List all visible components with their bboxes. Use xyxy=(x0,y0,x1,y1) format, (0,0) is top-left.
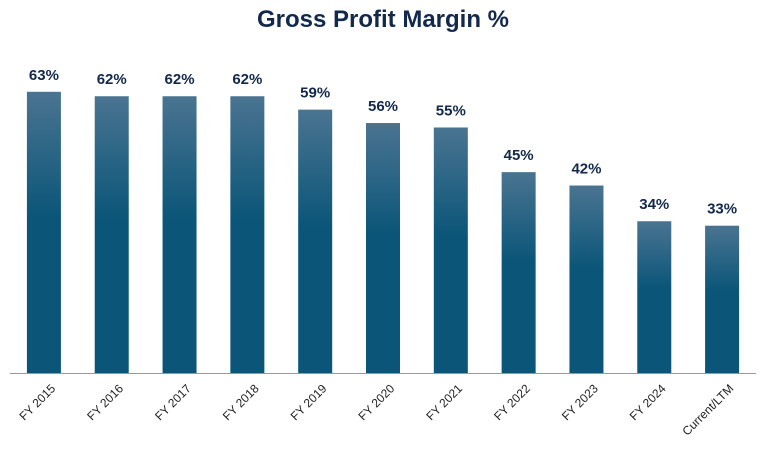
data-label: 59% xyxy=(300,85,330,102)
x-tick-label: FY 2015 xyxy=(16,381,58,423)
data-label: 63% xyxy=(29,67,59,84)
bar-fy-2020 xyxy=(366,123,400,373)
data-label: 62% xyxy=(97,71,127,88)
bar-fy-2023 xyxy=(569,185,604,373)
bar-fy-2017 xyxy=(162,96,197,374)
data-label: 33% xyxy=(707,201,737,218)
x-tick-label: FY 2016 xyxy=(84,381,126,423)
data-label: 42% xyxy=(571,161,601,178)
x-tick-label: FY 2024 xyxy=(627,381,669,423)
data-label: 56% xyxy=(368,98,398,115)
bar-fy-2019 xyxy=(298,109,333,373)
x-tick-label: FY 2022 xyxy=(491,381,533,423)
bar-fy-2018 xyxy=(230,96,265,374)
x-tick-label: FY 2021 xyxy=(423,381,465,423)
data-label: 34% xyxy=(639,196,669,213)
x-tick-label: FY 2020 xyxy=(356,381,398,423)
x-tick-label: FY 2023 xyxy=(559,381,601,423)
x-tick-label: FY 2017 xyxy=(152,381,194,423)
data-label: 62% xyxy=(232,71,262,88)
bar-fy-2022 xyxy=(501,172,536,373)
x-tick-labels-group: FY 2015 FY 2016 FY 2017 FY 2018 FY 2019 FY 20… xyxy=(16,381,736,438)
bar-current-ltm xyxy=(705,225,740,373)
data-label: 45% xyxy=(504,147,534,164)
data-label: 62% xyxy=(165,71,195,88)
chart-title: Gross Profit Margin % xyxy=(256,6,510,33)
data-label: 55% xyxy=(436,102,466,119)
bars-group xyxy=(26,91,740,374)
bar-fy-2024 xyxy=(637,221,672,373)
x-tick-label: Current/LTM xyxy=(680,381,737,438)
x-tick-label: FY 2019 xyxy=(288,381,330,423)
bar-fy-2021 xyxy=(433,127,468,373)
x-tick-label: FY 2018 xyxy=(220,381,262,423)
bar-fy-2015 xyxy=(26,91,61,374)
bar-fy-2016 xyxy=(94,96,129,374)
data-labels-group: 63% 62% 62% 62% 59% 56% 55% 45% 42% 34% 33% xyxy=(29,67,737,218)
